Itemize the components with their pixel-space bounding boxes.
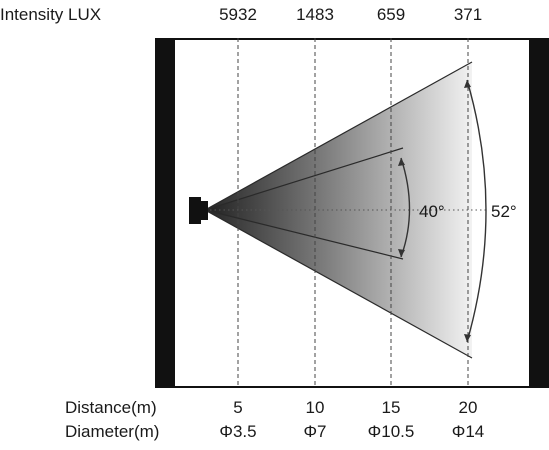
diameter-row-label: Diameter(m) <box>65 422 159 441</box>
outer-angle-arc <box>466 79 487 343</box>
distance-guides <box>237 38 469 388</box>
intensity-value-15m: 659 <box>377 5 405 24</box>
diameter-values: Φ3.5 Φ7 Φ10.5 Φ14 <box>219 422 484 441</box>
frame <box>155 38 549 388</box>
distance-value: 10 <box>306 398 325 417</box>
distance-value: 5 <box>233 398 242 417</box>
distance-value: 15 <box>382 398 401 417</box>
outer-angle-label: 52° <box>491 202 517 221</box>
diameter-value: Φ3.5 <box>219 422 256 441</box>
inner-angle-label: 40° <box>419 202 445 221</box>
intensity-label: Intensity LUX <box>0 5 101 24</box>
inner-angle-arc <box>400 157 411 258</box>
intensity-value-20m: 371 <box>454 5 482 24</box>
intensity-value-10m: 1483 <box>296 5 334 24</box>
intensity-values: 5932 1483 659 371 <box>219 5 482 24</box>
diameter-value: Φ14 <box>452 422 484 441</box>
distance-row-label: Distance(m) <box>65 398 157 417</box>
light-fixture-icon <box>189 197 208 224</box>
inner-beam-cone <box>205 148 403 259</box>
intensity-value-5m: 5932 <box>219 5 257 24</box>
distance-value: 20 <box>459 398 478 417</box>
distance-values: 5 10 15 20 <box>233 398 477 417</box>
angle-arcs <box>400 79 487 343</box>
diameter-value: Φ7 <box>303 422 326 441</box>
angle-arrowheads <box>398 80 471 342</box>
diameter-value: Φ10.5 <box>368 422 415 441</box>
beam-edge-lines <box>204 61 473 359</box>
